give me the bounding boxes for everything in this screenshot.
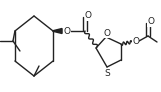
Polygon shape (53, 29, 62, 33)
Text: O: O (147, 17, 155, 26)
Text: O: O (64, 26, 71, 36)
Text: S: S (104, 69, 110, 77)
Text: O: O (85, 12, 92, 21)
Text: O: O (133, 38, 139, 46)
Text: O: O (104, 29, 110, 38)
